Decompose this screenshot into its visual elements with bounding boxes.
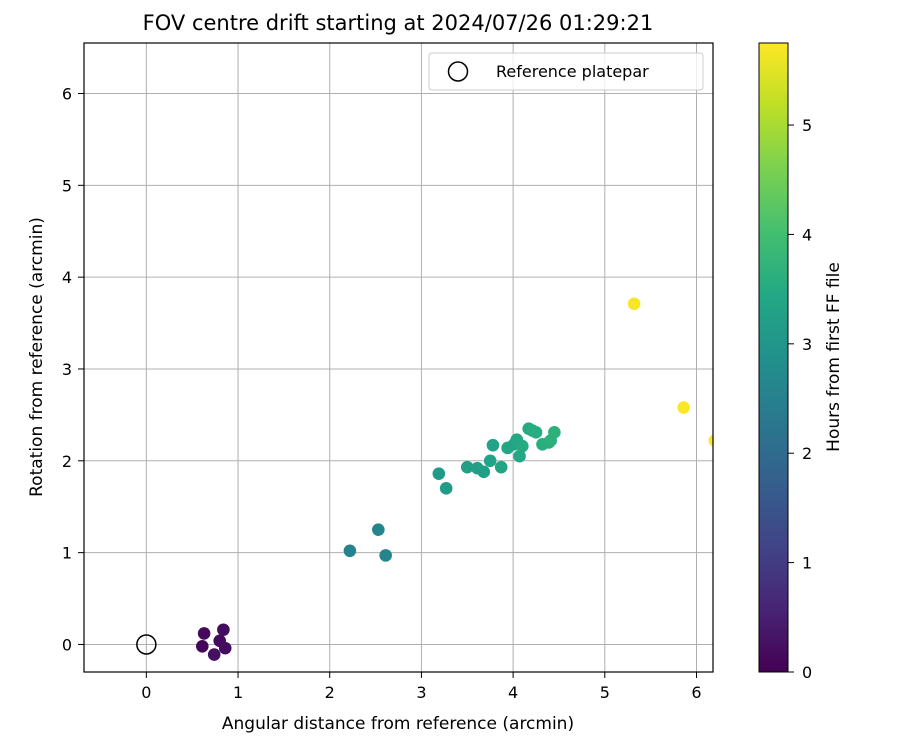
reference-marker <box>136 634 157 655</box>
data-point <box>513 449 526 463</box>
reference-point <box>136 634 157 655</box>
y-axis-label: Rotation from reference (arcmin) <box>27 217 47 497</box>
grid-lines <box>84 43 713 672</box>
data-point <box>486 438 500 452</box>
data-point <box>217 623 230 637</box>
data-point <box>439 482 453 495</box>
legend-marker-icon <box>447 61 469 82</box>
x-tick-label: 4 <box>508 683 518 702</box>
colorbar-tick-label: 1 <box>802 554 812 573</box>
data-point <box>548 426 561 439</box>
y-tick-label: 3 <box>62 360 72 379</box>
data-point <box>207 648 221 661</box>
data-point <box>477 465 491 479</box>
x-tick-label: 1 <box>233 683 243 702</box>
data-point <box>483 454 497 468</box>
x-axis-label: Angular distance from reference (arcmin) <box>222 714 574 734</box>
data-points <box>195 297 713 661</box>
data-point <box>494 460 508 474</box>
colorbar-tick-label: 5 <box>802 116 812 135</box>
data-point <box>197 627 211 640</box>
plot-frame <box>83 42 714 673</box>
colorbar-tick-label: 0 <box>802 663 812 682</box>
data-point <box>379 549 392 562</box>
colorbar <box>758 42 789 673</box>
x-tick-label: 0 <box>141 683 151 702</box>
legend-entry-reference: Reference platepar <box>496 62 649 81</box>
colorbar-label: Hours from first FF file <box>824 262 844 452</box>
data-point <box>708 434 713 447</box>
x-tick-label: 2 <box>325 683 335 702</box>
y-axis-ticks: 0 1 2 3 4 5 6 <box>62 85 84 654</box>
data-point <box>529 426 543 439</box>
data-point <box>195 639 209 653</box>
y-tick-label: 6 <box>62 85 72 104</box>
x-tick-label: 3 <box>416 683 426 702</box>
data-point <box>677 401 690 414</box>
y-tick-label: 0 <box>62 635 72 654</box>
y-tick-label: 1 <box>62 544 72 563</box>
chart-title: FOV centre drift starting at 2024/07/26 … <box>143 11 654 35</box>
y-tick-label: 4 <box>62 268 72 287</box>
y-tick-label: 2 <box>62 452 72 471</box>
colorbar-tick-label: 2 <box>802 444 812 463</box>
x-tick-label: 5 <box>600 683 610 702</box>
colorbar-ticks: 0 1 2 3 4 5 <box>788 116 812 682</box>
data-point <box>343 544 357 558</box>
data-point <box>460 460 474 474</box>
colorbar-tick-label: 3 <box>802 335 812 354</box>
data-point <box>432 467 446 480</box>
data-point <box>218 641 232 655</box>
x-tick-label: 6 <box>691 683 701 702</box>
data-point <box>515 439 529 453</box>
y-tick-label: 5 <box>62 176 72 195</box>
colorbar-tick-label: 4 <box>802 225 812 244</box>
legend: Reference platepar <box>428 52 704 91</box>
data-point <box>627 297 641 311</box>
x-axis-ticks: 0 1 2 3 4 5 6 <box>141 672 702 702</box>
legend-box <box>428 52 704 91</box>
data-point <box>372 523 385 536</box>
